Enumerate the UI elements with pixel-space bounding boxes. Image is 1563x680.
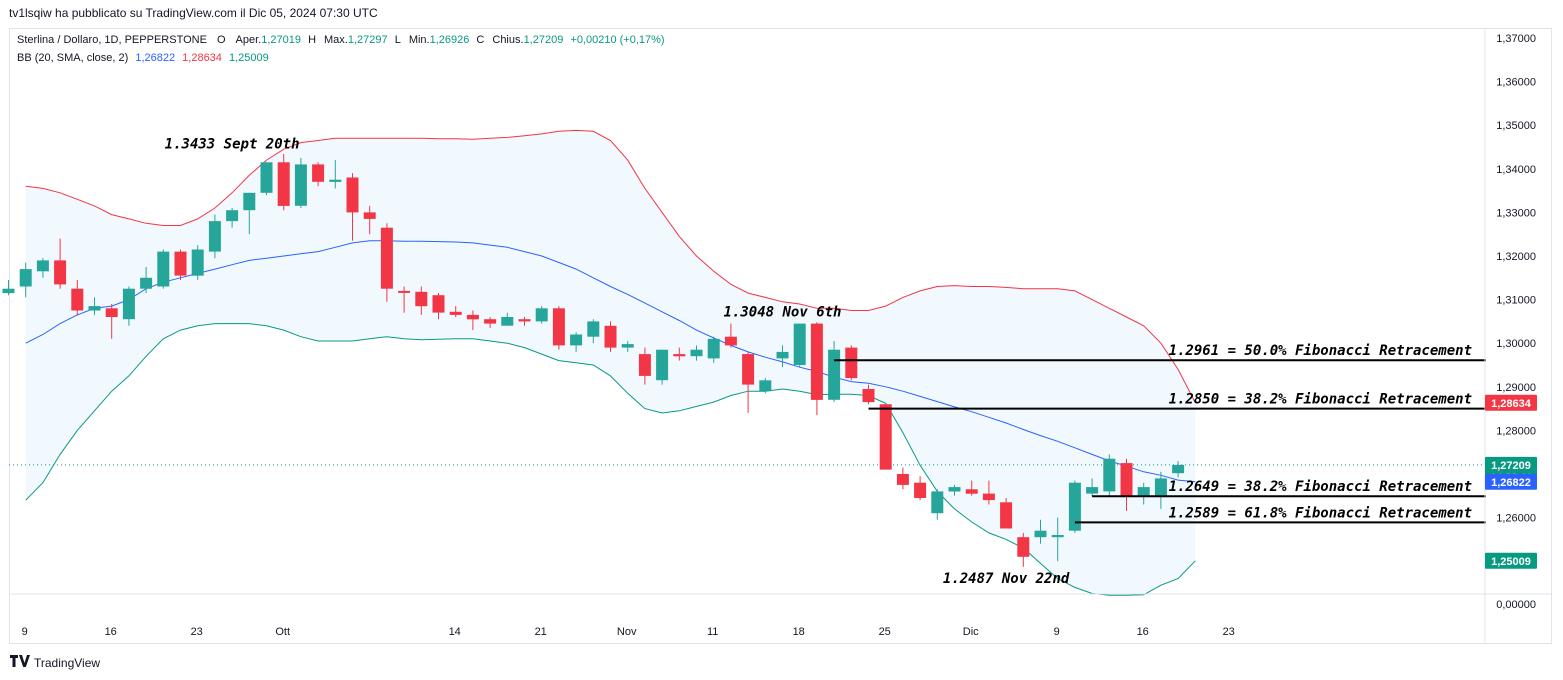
legend-close: C Chius.1,27209: [476, 34, 564, 46]
chart-frame: [9, 28, 1552, 644]
legend-bollinger: BB (20, SMA, close, 2) 1,26822 1,28634 1…: [17, 52, 273, 64]
publish-info: tv1lsqiw ha pubblicato su TradingView.co…: [9, 6, 378, 20]
legend-high: H Max.1,27297: [308, 34, 388, 46]
legend-main-series: Sterlina / Dollaro, 1D, PEPPERSTONE O Ape…: [17, 34, 669, 46]
legend-bb-label[interactable]: BB (20, SMA, close, 2): [17, 52, 129, 64]
footer-brand: TradingView: [10, 655, 100, 670]
legend-low: L Min.1,26926: [394, 34, 470, 46]
legend-bb-lower: 1,25009: [228, 52, 269, 64]
legend-bb-upper: 1,28634: [182, 52, 222, 64]
legend-bb-basis: 1,26822: [135, 52, 176, 64]
footer-brand-name: TradingView: [34, 655, 101, 670]
legend-open-label: O Aper.1,27019: [216, 34, 301, 46]
tradingview-logo-icon: [10, 655, 30, 670]
legend-change: +0,00210 (+0,17%): [570, 34, 665, 46]
legend-symbol[interactable]: Sterlina / Dollaro, 1D, PEPPERSTONE: [17, 34, 207, 46]
